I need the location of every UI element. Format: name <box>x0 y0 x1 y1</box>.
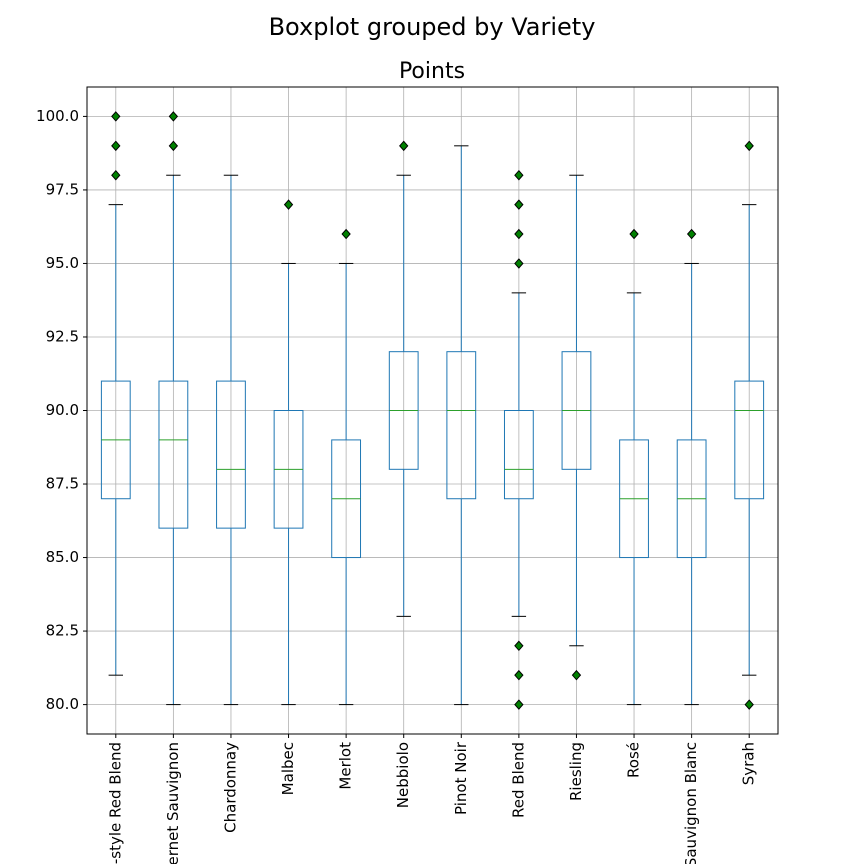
flier <box>283 199 294 210</box>
flier <box>686 228 697 240</box>
box <box>216 380 246 529</box>
chart-title: Points <box>399 59 465 84</box>
x-tick-label: Malbec <box>279 742 297 795</box>
flier <box>168 111 179 122</box>
x-tick-label: Sauvignon Blanc <box>682 742 700 864</box>
x-tick-label: Cabernet Sauvignon <box>164 742 182 864</box>
flier <box>514 169 524 181</box>
flier <box>744 699 754 710</box>
box <box>734 380 765 500</box>
box <box>446 351 477 500</box>
box <box>158 380 189 529</box>
x-tick-label: Bordeaux-style Red Blend <box>106 742 124 864</box>
x-tick-label: Rosé <box>625 742 643 778</box>
flier <box>514 669 524 681</box>
flier <box>514 699 524 710</box>
chart-suptitle: Boxplot grouped by Variety <box>269 13 596 41</box>
flier <box>629 228 639 240</box>
flier <box>571 669 582 681</box>
y-tick-label: 87.5 <box>46 475 79 493</box>
y-tick-label: 95.0 <box>46 254 79 272</box>
x-tick-label: Merlot <box>337 742 355 790</box>
x-tick-label: Pinot Noir <box>452 741 470 815</box>
y-tick-label: 80.0 <box>46 695 79 713</box>
y-tick-label: 85.0 <box>46 548 79 566</box>
y-tick-label: 92.5 <box>46 327 79 345</box>
x-tick-label: Chardonnay <box>221 742 239 833</box>
box <box>503 410 534 500</box>
flier <box>514 258 524 269</box>
flier <box>514 199 524 210</box>
x-tick-label: Red Blend <box>509 742 527 818</box>
y-tick-label: 90.0 <box>46 401 79 419</box>
flier <box>514 640 524 652</box>
flier <box>514 228 524 240</box>
y-tick-label: 82.5 <box>46 622 79 640</box>
flier <box>168 140 179 152</box>
flier <box>744 140 754 152</box>
x-tick-label: Riesling <box>567 742 585 801</box>
flier <box>399 140 409 152</box>
flier <box>341 228 351 240</box>
y-tick-label: 100.0 <box>36 107 79 125</box>
flier <box>111 169 121 181</box>
x-tick-label: Nebbiolo <box>394 742 412 808</box>
flier <box>111 111 121 122</box>
x-tick-label: Syrah <box>740 742 758 785</box>
flier <box>111 140 121 152</box>
plot-frame <box>86 86 779 735</box>
y-tick-label: 97.5 <box>46 180 79 198</box>
